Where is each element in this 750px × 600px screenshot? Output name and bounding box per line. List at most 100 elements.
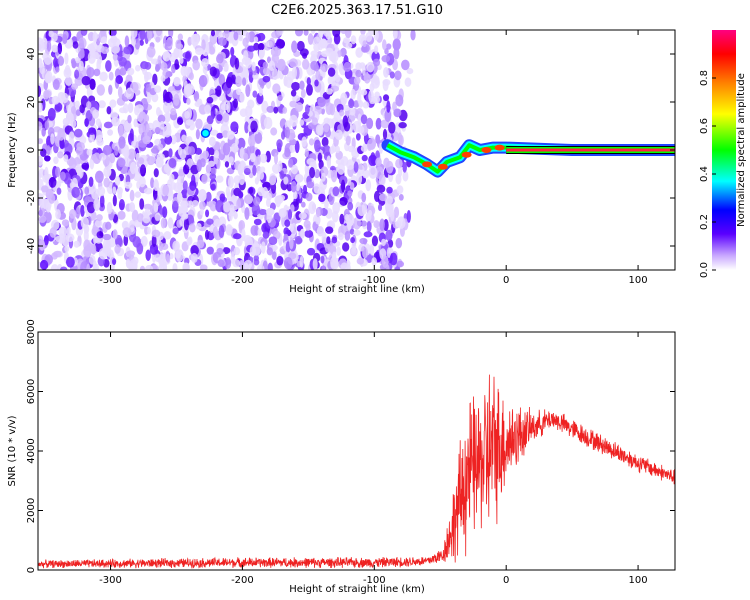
spectrogram-noise-cell	[253, 36, 259, 43]
spectrogram-noise-cell	[198, 189, 207, 202]
spectrogram-noise-cell	[123, 46, 132, 55]
snr-x-tick-label: -300	[99, 575, 122, 586]
spectrogram-noise-cell	[150, 177, 155, 189]
spectrogram-noise-cell	[177, 191, 183, 203]
spectrogram-noise-cell	[201, 57, 209, 68]
spectrogram-noise-cell	[209, 32, 218, 45]
signal-hotspot	[437, 163, 448, 170]
snr-x-tick-label: 100	[629, 575, 648, 586]
spectrogram-noise-cell	[287, 158, 294, 168]
spectrogram-noise-cell	[313, 36, 321, 44]
spectrogram-noise-cell	[80, 30, 88, 37]
spectrogram-noise-cell	[127, 114, 132, 124]
spectrogram-noise-cell	[40, 259, 49, 270]
spectrogram-noise-cell	[232, 259, 241, 268]
spectrogram-noise-cell	[315, 70, 321, 81]
spectrogram-noise-cell	[61, 219, 70, 227]
spectrogram-noise-cell	[205, 191, 212, 203]
spectrogram-noise-cell	[247, 45, 256, 52]
spectrogram-noise-cell	[396, 260, 405, 268]
spectrogram-noise-cell	[259, 153, 268, 164]
spectrogram-noise-cell	[109, 99, 117, 108]
spectrogram-noise-cell	[238, 173, 246, 186]
spectrogram-noise-cell	[283, 256, 293, 270]
spectrogram-noise-cell	[222, 112, 230, 123]
spectrogram-x-tick-label: 100	[629, 275, 648, 286]
spectrogram-noise-cell	[343, 121, 351, 132]
spectrogram-noise-cell	[38, 209, 43, 217]
snr-series-line	[38, 374, 675, 569]
spectrogram-noise-cell	[86, 148, 93, 156]
spectrogram-noise-cell	[398, 194, 404, 201]
spectrogram-noise-cell	[72, 41, 79, 49]
spectrogram-noise-cell	[314, 79, 319, 87]
spectrogram-noise-cell	[168, 30, 174, 38]
spectrogram-noise-cell	[320, 255, 325, 264]
spectrogram-noise-cell	[305, 192, 313, 202]
spectrogram-noise-cell	[86, 66, 95, 78]
spectrogram-noise-cell	[340, 92, 348, 106]
spectrogram-noise-cell	[250, 133, 256, 146]
spectrogram-y-tick-label: -20	[26, 190, 37, 206]
spectrogram-noise-cell	[398, 122, 407, 129]
spectrogram-noise-cell	[350, 88, 356, 100]
spectrogram-noise-cell	[257, 228, 262, 236]
isolated-signal-spot	[200, 128, 211, 138]
spectrogram-noise-cell	[262, 75, 271, 83]
spectrogram-noise-cell	[202, 150, 209, 159]
spectrogram-noise-cell	[175, 39, 182, 49]
colorbar-tick-label: 0.6	[699, 118, 710, 134]
spectrogram-noise-cell	[306, 77, 311, 86]
spectrogram-noise-cell	[299, 119, 305, 126]
spectrogram-noise-cell	[150, 58, 160, 65]
spectrogram-noise-cell	[224, 257, 232, 269]
spectrogram-noise-cell	[262, 231, 270, 239]
spectrogram-noise-cell	[236, 88, 242, 96]
spectrogram-noise-cell	[64, 245, 70, 253]
spectrogram-noise-cell	[218, 74, 226, 86]
spectrogram-noise-cell	[306, 158, 316, 166]
spectrogram-noise-cell	[323, 123, 330, 133]
spectrogram-noise-cell	[290, 180, 297, 193]
spectrogram-noise-cell	[38, 85, 42, 98]
spectrogram-noise-cell	[384, 109, 392, 122]
spectrogram-noise-cell	[379, 218, 385, 232]
spectrogram-noise-cell	[345, 135, 351, 146]
spectrogram-noise-cell	[164, 91, 173, 104]
spectrogram-y-tick-label: -40	[26, 238, 37, 254]
spectrogram-noise-cell	[80, 47, 85, 57]
spectrogram-noise-cell	[45, 70, 53, 84]
spectrogram-noise-cell	[277, 58, 286, 71]
spectrogram-noise-cell	[115, 75, 123, 84]
spectrogram-noise-cell	[224, 30, 230, 39]
spectrogram-noise-cell	[112, 53, 118, 61]
spectrogram-noise-cell	[43, 235, 49, 246]
spectrogram-noise-cell	[114, 145, 119, 156]
spectrogram-noise-cell	[139, 39, 144, 46]
spectrogram-noise-cell	[392, 38, 401, 51]
spectrogram-noise-cell	[110, 35, 118, 44]
snr-frame	[37, 331, 676, 571]
spectrogram-noise-cell	[52, 78, 60, 91]
spectrogram-noise-cell	[389, 252, 398, 266]
spectrogram-noise-cell	[47, 107, 56, 121]
spectrogram-x-tick-label: -300	[99, 275, 122, 286]
spectrogram-noise-cell	[189, 180, 197, 192]
spectrogram-noise-cell	[397, 132, 403, 145]
spectrogram-x-tick-label: -100	[363, 275, 386, 286]
spectrogram-noise-cell	[149, 243, 159, 255]
spectrogram-noise-cell	[229, 204, 235, 215]
spectrogram-noise-cell	[53, 156, 59, 165]
spectrogram-noise-cell	[97, 54, 103, 65]
spectrogram-noise-cell	[127, 67, 135, 76]
spectrogram-noise-cell	[361, 192, 367, 203]
spectrogram-noise-cell	[106, 106, 112, 115]
spectrogram-noise-cell	[131, 209, 139, 223]
spectrogram-noise-cell	[201, 173, 208, 184]
spectrogram-noise-cell	[160, 62, 168, 71]
spectrogram-noise-cell	[283, 227, 290, 236]
spectrogram-noise-cell	[218, 225, 225, 238]
spectrogram-noise-cell	[302, 184, 308, 195]
spectrogram-noise-cell	[357, 125, 365, 134]
